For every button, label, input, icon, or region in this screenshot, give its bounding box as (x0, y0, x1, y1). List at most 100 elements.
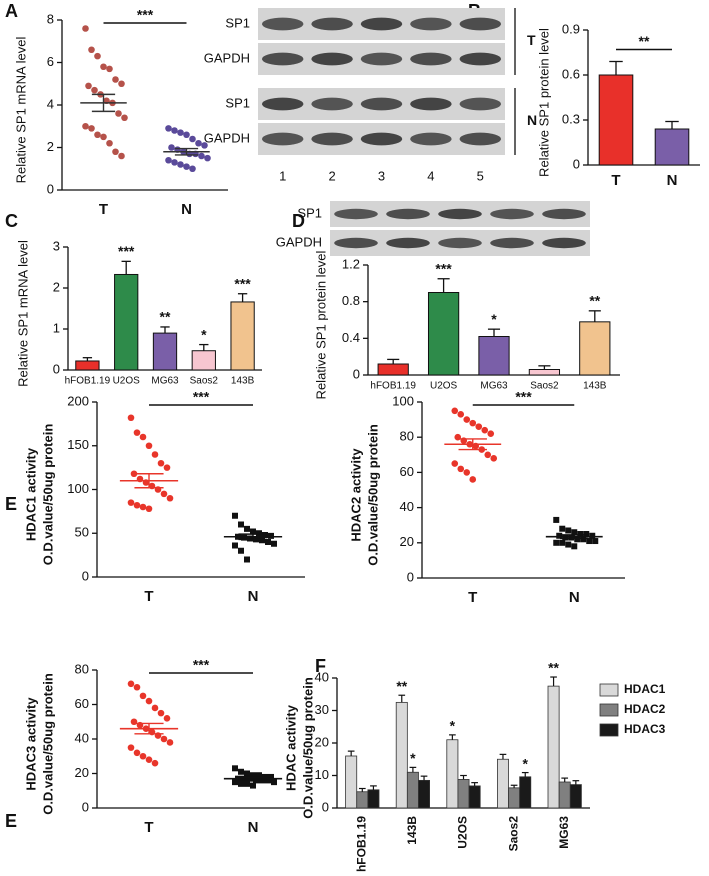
data-point (82, 122, 89, 130)
blot-row-label: SP1 (225, 15, 250, 30)
y-tick-label: 60 (400, 464, 414, 479)
y-tick-label: 40 (400, 499, 414, 514)
y-tick-label: 40 (315, 669, 329, 684)
data-point (100, 133, 107, 141)
y-axis-label: Relative SP1 mRNA level (13, 37, 28, 184)
blot-band (360, 52, 403, 66)
y-tick-label: 0.4 (342, 330, 360, 345)
data-point (577, 531, 584, 537)
data-point (177, 129, 184, 136)
blot-band (360, 132, 403, 146)
bar (528, 369, 561, 376)
data-point (238, 521, 244, 528)
blot-band (261, 97, 304, 111)
data-point (168, 144, 175, 151)
y-tick-label: 10 (315, 767, 329, 782)
bar (457, 779, 470, 809)
x-tick-label: Saos2 (506, 816, 520, 852)
data-point (571, 543, 578, 550)
bar (558, 781, 571, 809)
data-point (574, 536, 581, 543)
y-tick-label: 40 (75, 730, 89, 745)
y-axis-label: HDAC1 activity (23, 447, 38, 541)
y-tick-label: 0.9 (562, 21, 580, 36)
bar (230, 301, 255, 371)
blot-group-label: T (527, 32, 536, 48)
data-point (189, 135, 196, 143)
y-tick-label: 50 (75, 525, 89, 540)
data-point (268, 773, 274, 780)
legend-swatch (599, 683, 619, 697)
y-axis-label: HDAC3 activity (23, 697, 38, 791)
data-point (171, 127, 178, 134)
y-tick-label: 20 (400, 534, 414, 549)
x-tick-label: N (248, 819, 259, 836)
data-point (469, 419, 477, 427)
data-point (232, 765, 238, 772)
data-point (484, 451, 492, 459)
significance-label: *** (118, 243, 135, 259)
blot-row-label: GAPDH (276, 234, 322, 249)
blot-band (438, 208, 482, 220)
x-tick-label: U2OS (430, 381, 458, 392)
significance-label: ** (589, 293, 600, 309)
data-point (271, 540, 277, 547)
data-point (559, 539, 566, 546)
data-point (163, 464, 171, 471)
data-point (195, 139, 202, 147)
y-tick-label: 0.8 (342, 293, 360, 308)
data-point (487, 430, 495, 437)
data-point (151, 759, 159, 767)
y-tick-label: 2 (47, 139, 54, 154)
y-tick-label: 0 (353, 366, 360, 381)
data-point (133, 429, 141, 436)
bar (114, 273, 139, 371)
data-point (115, 110, 122, 117)
data-point (106, 65, 113, 73)
y-tick-label: 0 (53, 361, 60, 376)
lane-label: 2 (328, 168, 335, 183)
y-tick-label: 6 (47, 54, 54, 69)
bar (427, 292, 460, 376)
y-tick-label: 0 (82, 568, 89, 583)
y-tick-label: 80 (75, 661, 89, 676)
legend-label: HDAC2 (624, 702, 666, 716)
data-point (553, 516, 560, 523)
data-point (130, 470, 138, 478)
significance-label: * (450, 718, 456, 734)
x-tick-label: T (611, 172, 620, 189)
significance-label: ** (396, 678, 407, 694)
bar (345, 755, 358, 809)
blot-band (542, 237, 586, 249)
data-point (562, 534, 569, 541)
data-point (238, 547, 244, 554)
data-point (250, 772, 256, 779)
x-tick-label: U2OS (456, 816, 470, 849)
data-point (250, 528, 256, 535)
data-point (183, 163, 190, 170)
data-point (118, 80, 125, 88)
significance-label: ** (639, 33, 650, 49)
data-point (106, 139, 113, 147)
data-point (151, 704, 159, 712)
data-point (166, 739, 174, 746)
panel-letter: F (315, 656, 326, 676)
data-point (145, 697, 153, 705)
data-point (127, 744, 135, 751)
data-point (244, 780, 250, 787)
y-axis-label: Relative SP1 protein level (313, 250, 328, 399)
data-point (457, 465, 465, 473)
blot-band (261, 17, 304, 31)
significance-label: ** (160, 309, 171, 325)
blot-band (490, 237, 534, 249)
blot-band (360, 17, 403, 31)
data-point (112, 148, 119, 156)
y-tick-label: 20 (315, 734, 329, 749)
blot-band (261, 132, 304, 146)
bar (508, 787, 521, 809)
blot-band (438, 237, 482, 249)
y-tick-label: 100 (392, 393, 414, 408)
data-point (139, 433, 147, 441)
data-point (232, 542, 238, 549)
y-tick-label: 0.3 (562, 111, 580, 126)
